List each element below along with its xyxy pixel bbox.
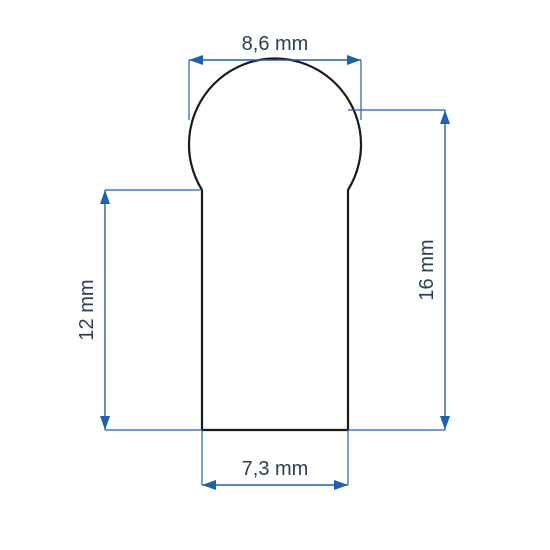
dim-label-left: 12 mm [76, 279, 98, 340]
dim-label-right: 16 mm [416, 239, 438, 300]
dimensioned-profile-diagram: 8,6 mm 7,3 mm 12 mm 16 mm [0, 0, 550, 550]
dim-label-top: 8,6 mm [242, 33, 309, 55]
profile-outline [189, 59, 361, 430]
dim-label-bottom: 7,3 mm [242, 458, 309, 480]
